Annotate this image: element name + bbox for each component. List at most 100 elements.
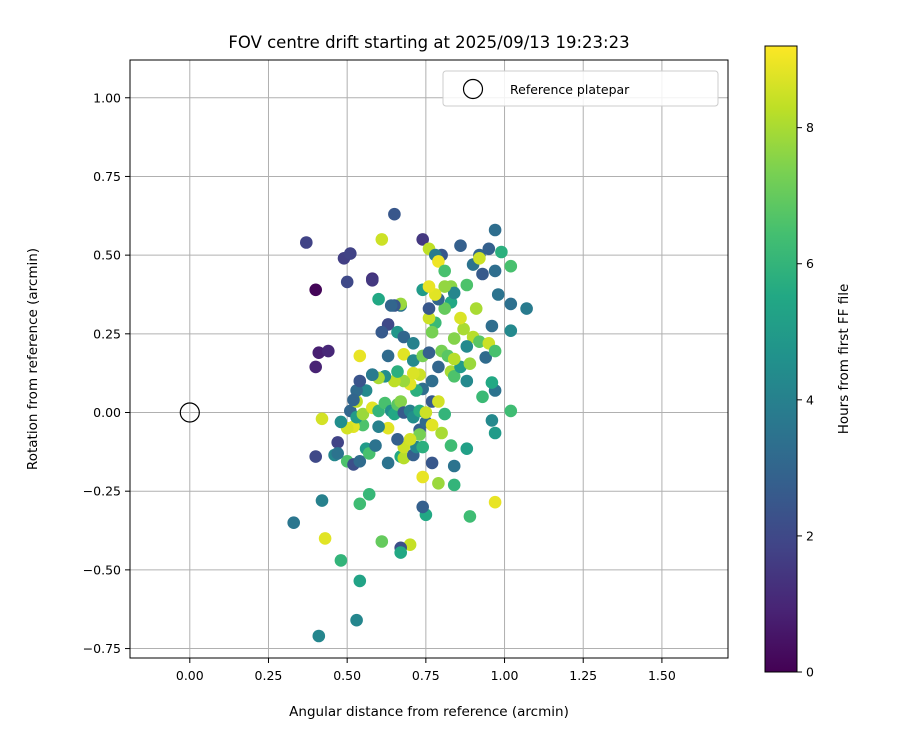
colorbar-tick-label: 6 (806, 256, 814, 271)
scatter-point (460, 278, 474, 292)
scatter-point (460, 374, 474, 388)
scatter-point (488, 223, 502, 237)
scatter-point (353, 349, 367, 363)
scatter-point (460, 340, 474, 353)
scatter-point (312, 346, 326, 360)
scatter-point (447, 352, 461, 366)
y-tick-label: −0.25 (83, 484, 121, 499)
scatter-point (375, 535, 389, 548)
scatter-point (394, 546, 408, 559)
y-tick-label: 0.75 (93, 169, 121, 184)
scatter-point (485, 414, 499, 427)
scatter-point (422, 346, 436, 360)
scatter-point (300, 236, 313, 249)
scatter-point (425, 418, 439, 432)
y-tick-label: 0.25 (93, 326, 121, 341)
legend: Reference platepar (442, 70, 719, 107)
scatter-point (425, 374, 439, 388)
scatter-point (416, 500, 430, 514)
colorbar-ticks: 0 2 4 6 8 (797, 120, 814, 680)
scatter-point (504, 404, 518, 418)
scatter-point (375, 233, 389, 246)
scatter-point (473, 335, 486, 349)
colorbar: 0 2 4 6 8 Hours from first FF file (764, 45, 852, 680)
plot-frame (129, 59, 729, 659)
scatter-point (350, 613, 363, 627)
y-axis-ticks: −0.75 −0.50 −0.25 0.00 0.25 0.50 0.75 1.00 (83, 90, 130, 656)
chart-title: FOV centre drift starting at 2025/09/13 … (228, 33, 629, 52)
scatter-point (425, 325, 439, 339)
x-tick-label: 1.25 (569, 668, 597, 683)
scatter-point (372, 292, 385, 306)
scatter-points (179, 207, 533, 643)
legend-box (442, 70, 719, 107)
scatter-point (435, 426, 448, 440)
scatter-point (353, 374, 367, 388)
y-tick-label: −0.50 (83, 562, 121, 577)
scatter-point (488, 495, 502, 509)
scatter-point (476, 267, 489, 281)
scatter-point (397, 330, 411, 344)
scatter-point (312, 629, 326, 643)
scatter-point (381, 456, 395, 470)
scatter-point (438, 407, 452, 421)
scatter-point (366, 274, 379, 287)
colorbar-tick-label: 4 (806, 392, 814, 407)
scatter-point (454, 239, 467, 252)
scatter-point (384, 299, 398, 312)
scatter-point (287, 516, 301, 529)
x-tick-label: 0.50 (333, 668, 361, 683)
scatter-point (322, 344, 335, 358)
scatter-point (340, 275, 354, 289)
scatter-point (488, 426, 502, 440)
legend-reference-marker (462, 78, 484, 100)
scatter-point (334, 554, 348, 567)
scatter-point (403, 433, 417, 446)
scatter-point (473, 251, 486, 265)
scatter-point (397, 451, 411, 465)
scatter-point (488, 344, 502, 358)
scatter-point (447, 459, 461, 473)
scatter-point (397, 374, 411, 388)
scatter-point (432, 360, 445, 374)
colorbar-gradient (764, 45, 798, 673)
scatter-point (422, 302, 436, 315)
scatter-point (447, 332, 461, 345)
scatter-point (504, 324, 518, 338)
colorbar-tick-label: 0 (806, 665, 814, 680)
reference-platepar-marker (179, 402, 200, 423)
scatter-point (432, 395, 445, 408)
scatter-point (369, 439, 382, 452)
scatter-point (432, 477, 445, 490)
scatter-point (438, 280, 452, 293)
scatter-point (447, 286, 461, 300)
scatter-point (407, 366, 420, 380)
grid-lines (130, 60, 728, 658)
scatter-point (334, 415, 348, 429)
scatter-point (388, 407, 401, 421)
scatter-point (331, 436, 345, 449)
scatter-point (463, 510, 477, 523)
scatter-point (463, 357, 477, 371)
y-tick-label: 0.00 (93, 405, 121, 420)
scatter-point (485, 376, 499, 389)
y-tick-label: −0.75 (83, 641, 121, 656)
scatter-point (391, 365, 404, 378)
y-axis-label: Rotation from reference (arcmin) (25, 248, 41, 470)
scatter-point (457, 322, 470, 336)
scatter-point (388, 207, 401, 221)
scatter-point (520, 302, 533, 315)
scatter-point (491, 288, 505, 301)
y-tick-label: 0.50 (93, 248, 121, 263)
scatter-point (407, 354, 420, 367)
x-tick-label: 1.50 (648, 668, 676, 683)
scatter-point (432, 255, 445, 268)
scatter-point (476, 390, 489, 404)
colorbar-tick-label: 2 (806, 528, 814, 543)
scatter-point (425, 456, 439, 470)
scatter-point (344, 247, 357, 260)
scatter-point (356, 407, 370, 421)
scatter-point (479, 351, 493, 364)
scatter-point (482, 242, 496, 256)
